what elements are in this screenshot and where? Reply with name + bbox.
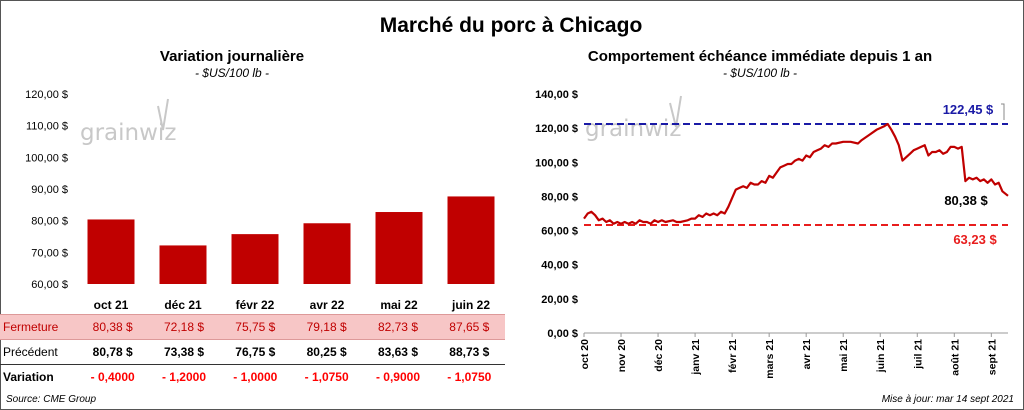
x-tick-label: janv 21 [690, 339, 702, 376]
right-chart-subtitle: - $US/100 lb - [722, 66, 798, 80]
table-cell: 88,73 $ [433, 339, 505, 365]
x-tick-label: avr 21 [801, 339, 813, 370]
y-tick-label: 80,00 $ [31, 216, 68, 228]
x-tick-label: avr 22 [310, 298, 345, 312]
table-cell: - 1,0750 [447, 370, 492, 384]
left-chart-title: Variation journalière [159, 48, 305, 65]
x-tick-label: août 21 [949, 339, 961, 376]
x-tick-label: mai 22 [380, 298, 418, 312]
y-tick-label: 70,00 $ [31, 247, 68, 259]
table-cell: 80,78 $ [77, 339, 149, 365]
last-value-label: 80,38 $ [944, 193, 988, 208]
table-cell: - 0,9000 [375, 370, 420, 384]
update-note: Mise à jour: mar 14 sept 2021 [881, 394, 1014, 405]
y-tick-label: 120,00 $ [535, 123, 578, 135]
watermark-text-right: grainwiz [585, 116, 681, 142]
watermark-logo-left: grainwiz [80, 98, 176, 146]
table-cell: - 0,4000 [90, 370, 135, 384]
left-chart-subtitle: - $US/100 lb - [194, 66, 270, 80]
bar [159, 245, 207, 284]
x-tick-label: oct 20 [579, 339, 591, 370]
table-cell: 79,18 $ [290, 314, 363, 340]
x-tick-label: sept 21 [986, 339, 998, 375]
bar [87, 219, 135, 284]
row-label: Fermeture [0, 314, 77, 340]
bar [231, 234, 279, 284]
x-tick-label: déc 20 [653, 339, 665, 372]
x-tick-label: juin 22 [451, 298, 490, 312]
table-row-variation: Variation - 0,4000 - 1,2000 - 1,0000 - 1… [0, 365, 505, 390]
table-cell: 82,73 $ [362, 314, 434, 340]
bar [303, 223, 351, 284]
y-tick-label: 110,00 $ [26, 121, 68, 133]
x-tick-label: mars 21 [764, 339, 776, 379]
y-tick-label: 0,00 $ [547, 328, 578, 340]
watermark-check-right [669, 95, 682, 128]
y-tick-label: 40,00 $ [541, 260, 578, 272]
table-cell: 76,75 $ [219, 339, 291, 365]
bar [375, 212, 423, 284]
x-tick-label: juin 21 [875, 339, 887, 373]
x-tick-label: nov 20 [616, 339, 628, 372]
y-tick-label: 140,00 $ [535, 89, 578, 101]
table-row-fermeture: Fermeture 80,38 $ 72,18 $ 75,75 $ 79,18 … [0, 314, 505, 340]
table-cell: 80,38 $ [77, 314, 149, 340]
x-tick-label: févr 22 [236, 298, 275, 312]
bar [447, 196, 495, 284]
y-tick-label: 60,00 $ [541, 226, 578, 238]
watermark-check-left [157, 98, 169, 131]
watermark-logo-right: grainwiz [585, 95, 682, 142]
table-cell: - 1,0000 [233, 370, 278, 384]
table-cell: 87,65 $ [433, 314, 505, 340]
row-label: Précédent [0, 339, 77, 365]
row-label: Variation [3, 370, 54, 384]
max-label-leader [1001, 103, 1005, 120]
x-tick-label: févr 21 [727, 339, 739, 373]
table-row-precedent: Précédent 80,78 $ 73,38 $ 76,75 $ 80,25 … [0, 339, 505, 365]
right-line-chart: 0,00 $ 20,00 $ 40,00 $ 60,00 $ 80,00 $ 100,00… [535, 89, 1009, 379]
y-tick-label: 100,00 $ [535, 157, 578, 169]
table-cell: 75,75 $ [219, 314, 291, 340]
page-title: Marché du porc à Chicago [379, 14, 643, 37]
y-tick-label: 90,00 $ [31, 184, 68, 196]
y-tick-label: 120,00 $ [25, 89, 68, 101]
source-note: Source: CME Group [6, 394, 97, 405]
table-cell: 83,63 $ [362, 339, 434, 365]
y-tick-label: 60,00 $ [31, 279, 68, 291]
y-tick-label: 20,00 $ [541, 294, 578, 306]
watermark-text-left: grainwiz [80, 120, 176, 146]
min-value-label: 63,23 $ [953, 232, 997, 247]
table-cell: - 1,2000 [161, 370, 207, 384]
prices-table: Fermeture 80,38 $ 72,18 $ 75,75 $ 79,18 … [0, 314, 505, 389]
table-cell: - 1,0750 [304, 370, 349, 384]
x-tick-label: déc 21 [164, 298, 202, 312]
table-cell: 80,25 $ [290, 339, 363, 365]
y-tick-label: 80,00 $ [541, 191, 578, 203]
y-tick-label: 100,00 $ [25, 152, 68, 164]
price-series-line [583, 122, 1009, 225]
left-bar-chart: 60,00 $ 70,00 $ 80,00 $ 90,00 $ 100,00 $ 110,… [25, 89, 495, 312]
x-tick-label: juil 21 [912, 339, 924, 370]
table-cell: 73,38 $ [148, 339, 220, 365]
right-chart-title: Comportement échéance immédiate depuis 1… [587, 48, 933, 65]
table-cell: 72,18 $ [148, 314, 220, 340]
x-tick-label: mai 21 [838, 339, 850, 372]
x-tick-label: oct 21 [94, 298, 129, 312]
max-value-label: 122,45 $ [943, 102, 994, 117]
